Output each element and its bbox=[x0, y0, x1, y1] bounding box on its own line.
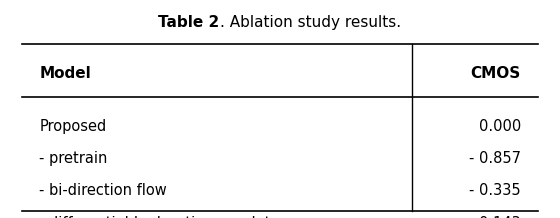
Text: - 0.857: - 0.857 bbox=[469, 151, 521, 166]
Text: . Ablation study results.: . Ablation study results. bbox=[220, 15, 400, 30]
Text: - 0.143: - 0.143 bbox=[469, 216, 521, 218]
Text: - bi-direction flow: - bi-direction flow bbox=[39, 183, 167, 198]
Text: - pretrain: - pretrain bbox=[39, 151, 108, 166]
Text: 0.000: 0.000 bbox=[479, 119, 521, 134]
Text: Proposed: Proposed bbox=[39, 119, 106, 134]
Text: - differentiable duration regulator: - differentiable duration regulator bbox=[39, 216, 286, 218]
Text: - 0.335: - 0.335 bbox=[469, 183, 521, 198]
Text: Table 2: Table 2 bbox=[158, 15, 220, 30]
Text: CMOS: CMOS bbox=[470, 66, 521, 82]
Text: Model: Model bbox=[39, 66, 91, 82]
